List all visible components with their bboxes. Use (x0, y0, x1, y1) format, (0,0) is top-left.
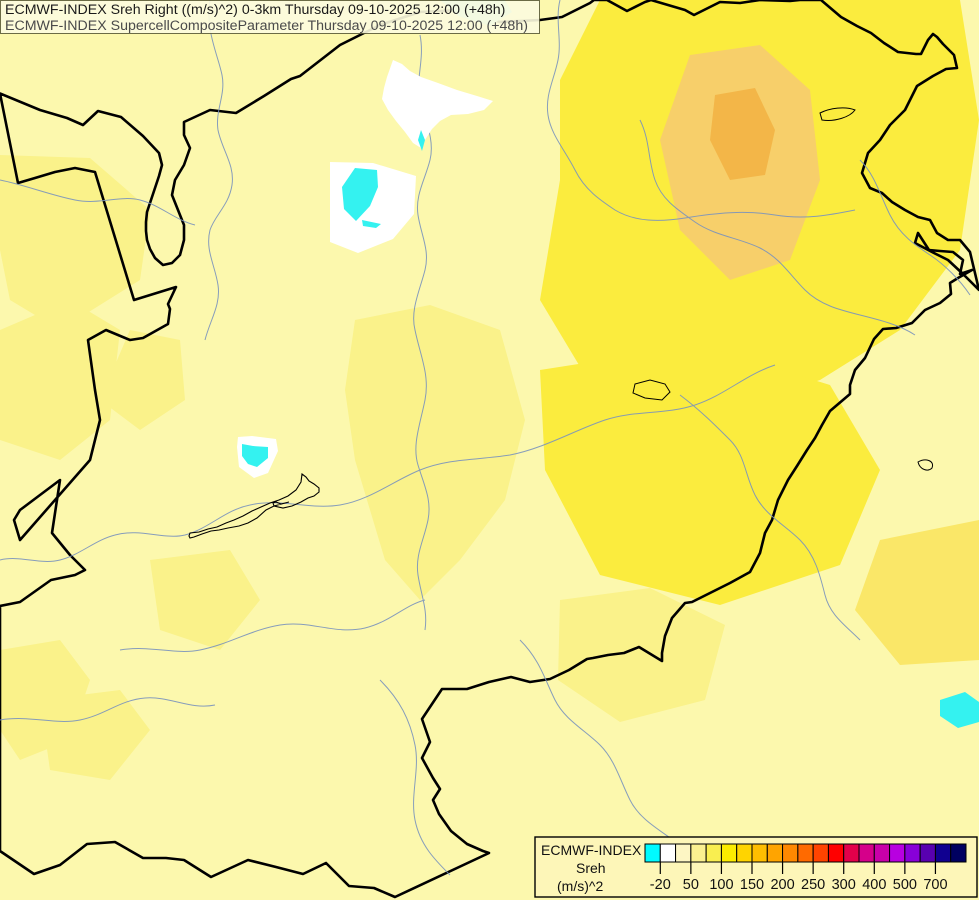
svg-text:200: 200 (770, 877, 794, 893)
svg-text:-20: -20 (650, 877, 671, 893)
svg-text:(m/s)^2: (m/s)^2 (557, 878, 603, 894)
svg-text:ECMWF-INDEX: ECMWF-INDEX (541, 842, 642, 858)
svg-text:500: 500 (893, 877, 917, 893)
svg-text:150: 150 (740, 877, 764, 893)
svg-text:50: 50 (683, 877, 699, 893)
svg-text:700: 700 (923, 877, 947, 893)
svg-text:ECMWF-INDEX Sreh Right ((m/s)^: ECMWF-INDEX Sreh Right ((m/s)^2) 0-3km T… (5, 2, 505, 18)
svg-text:100: 100 (709, 877, 733, 893)
svg-text:300: 300 (832, 877, 856, 893)
svg-text:ECMWF-INDEX SupercellComposite: ECMWF-INDEX SupercellCompositeParameter … (5, 18, 528, 34)
svg-text:Sreh: Sreh (576, 860, 606, 876)
svg-text:250: 250 (801, 877, 825, 893)
svg-text:400: 400 (862, 877, 886, 893)
